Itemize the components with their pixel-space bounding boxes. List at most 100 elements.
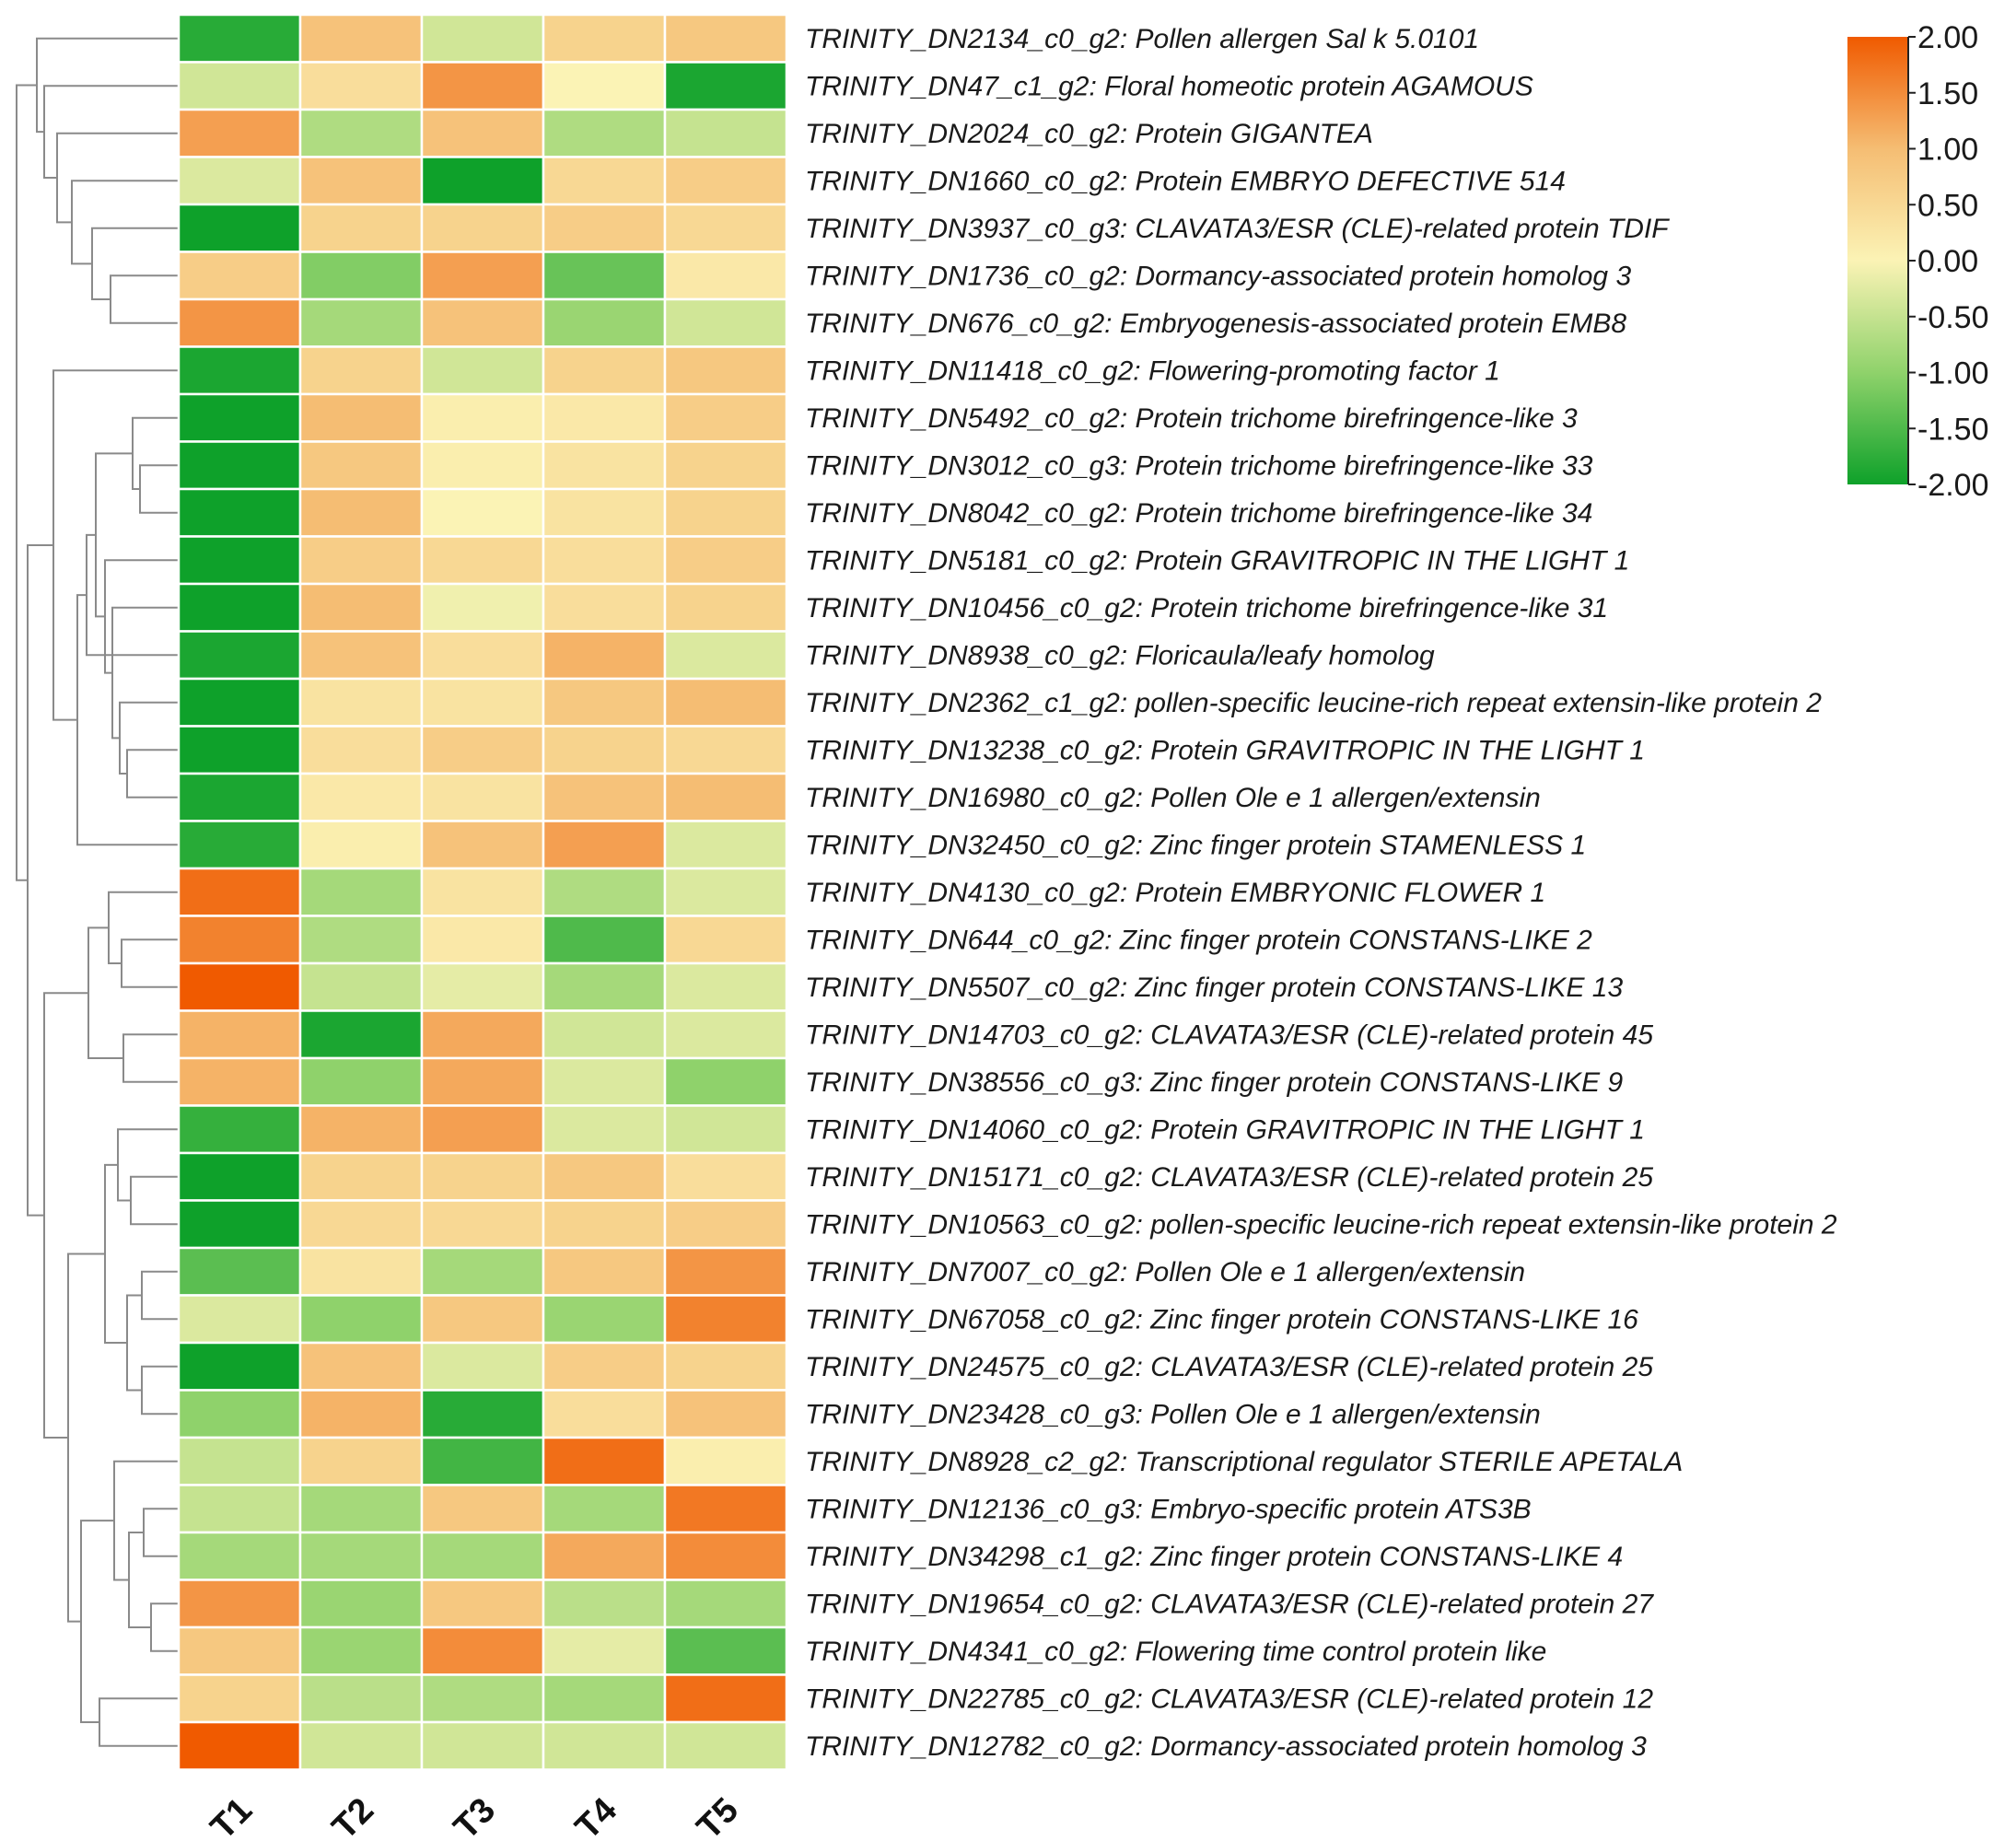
heatmap-cell [177, 61, 302, 111]
heatmap-cell [177, 1579, 302, 1629]
row-label-id: TRINITY_DN5507_c0_g2: [805, 973, 1136, 1003]
row-label: TRINITY_DN16980_c0_g2: Pollen Ole e 1 al… [805, 783, 1541, 813]
row-label: TRINITY_DN67058_c0_g2: Zinc finger prote… [805, 1304, 1638, 1334]
heatmap-cell [542, 725, 667, 775]
row-label-desc: Protein trichome birefringence-like 34 [1136, 498, 1593, 529]
heatmap-cell [420, 961, 545, 1012]
row-label: TRINITY_DN13238_c0_g2: Protein GRAVITROP… [805, 735, 1645, 765]
heatmap-cell [542, 1579, 667, 1629]
column-label: T1 [204, 1790, 260, 1841]
row-label: TRINITY_DN10456_c0_g2: Protein trichome … [805, 593, 1608, 623]
dendrogram-link [86, 533, 179, 657]
row-label: TRINITY_DN4130_c0_g2: Protein EMBRYONIC … [805, 878, 1545, 908]
heatmap-cell [663, 677, 788, 728]
row-label-id: TRINITY_DN8042_c0_g2: [805, 498, 1136, 529]
heatmap-cell [420, 1579, 545, 1629]
row-label-id: TRINITY_DN23428_c0_g3: [805, 1399, 1150, 1429]
heatmap-cell [298, 1720, 424, 1771]
heatmap-cell [298, 1246, 424, 1297]
heatmap-cell [177, 1009, 302, 1060]
heatmap-cell [177, 1720, 302, 1771]
heatmap-cell [177, 630, 302, 681]
row-label-id: TRINITY_DN14703_c0_g2: [805, 1020, 1150, 1050]
heatmap-cell [663, 1341, 788, 1392]
heatmap-cell [663, 961, 788, 1012]
column-label: T5 [690, 1790, 746, 1841]
dendrogram-link [111, 606, 179, 740]
row-label: TRINITY_DN14703_c0_g2: CLAVATA3/ESR (CLE… [805, 1020, 1653, 1050]
row-label: TRINITY_DN3012_c0_g3: Protein trichome b… [805, 450, 1593, 481]
heatmap-cell [298, 582, 424, 633]
heatmap-cell [177, 1294, 302, 1345]
row-label-desc: Protein EMBRYO DEFECTIVE 514 [1136, 166, 1566, 196]
heatmap-cell [298, 677, 424, 728]
dendrogram-link [104, 1163, 127, 1344]
heatmap-cell [663, 915, 788, 965]
heatmap-cell [177, 156, 302, 206]
heatmap-cell [420, 203, 545, 253]
heatmap-cell [177, 582, 302, 633]
heatmap-cell [542, 772, 667, 822]
heatmap-cell [542, 535, 667, 586]
heatmap-cell [542, 820, 667, 870]
heatmap-cell [663, 1151, 788, 1202]
row-label: TRINITY_DN5492_c0_g2: Protein trichome b… [805, 403, 1578, 434]
row-label-id: TRINITY_DN22785_c0_g2: [805, 1684, 1150, 1714]
heatmap-cell [298, 1389, 424, 1439]
colorbar-tick-label: 1.00 [1917, 133, 1978, 168]
row-label-id: TRINITY_DN12782_c0_g2: [805, 1731, 1150, 1762]
heatmap-cell [420, 677, 545, 728]
heatmap-cell [542, 867, 667, 917]
row-label: TRINITY_DN4341_c0_g2: Flowering time con… [805, 1637, 1546, 1667]
row-label: TRINITY_DN12782_c0_g2: Dormancy-associat… [805, 1731, 1647, 1762]
heatmap-cell [420, 582, 545, 633]
heatmap-cell [420, 392, 545, 443]
heatmap-cell [542, 677, 667, 728]
row-label-id: TRINITY_DN1660_c0_g2: [805, 166, 1136, 196]
row-label: TRINITY_DN8938_c0_g2: Floricaula/leafy h… [805, 640, 1435, 670]
heatmap-cell [420, 1246, 545, 1297]
heatmap-cell [542, 582, 667, 633]
row-label-desc: Flowering-promoting factor 1 [1148, 355, 1500, 386]
colorbar-tick-label: 2.00 [1917, 20, 1978, 55]
row-label: TRINITY_DN8928_c2_g2: Transcriptional re… [805, 1447, 1683, 1477]
row-label: TRINITY_DN644_c0_g2: Zinc finger protein… [805, 925, 1592, 955]
row-label-id: TRINITY_DN5181_c0_g2: [805, 545, 1136, 576]
heatmap-cell [177, 677, 302, 728]
heatmap-cell [177, 1436, 302, 1486]
row-label-desc: Zinc finger protein CONSTANS-LIKE 13 [1135, 973, 1624, 1003]
row-label: TRINITY_DN8042_c0_g2: Protein trichome b… [805, 498, 1592, 529]
row-label: TRINITY_DN12136_c0_g3: Embryo-specific p… [805, 1494, 1532, 1524]
heatmap-cell [663, 1246, 788, 1297]
heatmap-cell [542, 108, 667, 158]
dendrogram-link [16, 84, 37, 881]
row-label-id: TRINITY_DN5492_c0_g2: [805, 403, 1136, 434]
heatmap-cell [663, 1720, 788, 1771]
row-label-desc: CLAVATA3/ESR (CLE)-related protein 12 [1150, 1684, 1653, 1714]
heatmap-cell [542, 1625, 667, 1676]
dendrogram-link [150, 1602, 179, 1652]
colorbar-tick-label: 1.50 [1917, 76, 1978, 111]
row-label-desc: Zinc finger protein STAMENLESS 1 [1149, 830, 1586, 860]
heatmap-cell [420, 915, 545, 965]
heatmap-cell [420, 820, 545, 870]
heatmap-cell [663, 1484, 788, 1534]
heatmap-cell [542, 961, 667, 1012]
row-label-id: TRINITY_DN3012_c0_g3: [805, 450, 1136, 481]
dendrogram-link [139, 464, 179, 514]
heatmap-cell [420, 13, 545, 64]
heatmap-cell [663, 1579, 788, 1629]
heatmap-cell [177, 1056, 302, 1107]
heatmap-cell [298, 203, 424, 253]
heatmap-cell [542, 1720, 667, 1771]
colorbar-tick-label: 0.50 [1917, 188, 1978, 223]
column-label: T2 [325, 1790, 381, 1841]
heatmap-cell [420, 1531, 545, 1581]
row-label-desc: Dormancy-associated protein homolog 3 [1136, 261, 1632, 291]
heatmap-cell [298, 251, 424, 301]
heatmap-cell [177, 725, 302, 775]
heatmap-cell [542, 392, 667, 443]
heatmap-cell [298, 1625, 424, 1676]
heatmap-cell [663, 535, 788, 586]
heatmap-cell [663, 1625, 788, 1676]
